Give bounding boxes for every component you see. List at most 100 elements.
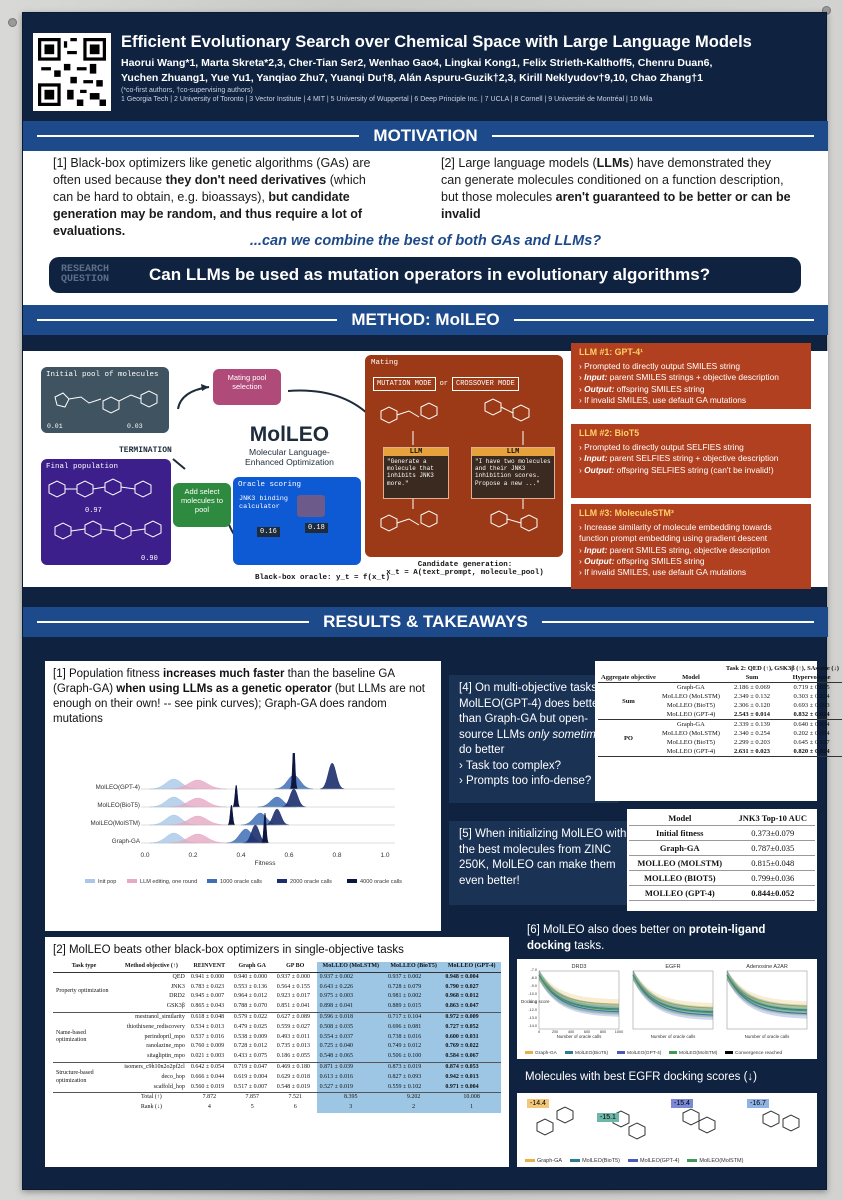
table-header-cell: GP BO	[273, 961, 317, 973]
text: Candidate generation:	[417, 561, 513, 569]
table-cell: Graph-GA	[629, 840, 731, 856]
legend-swatch	[565, 1051, 573, 1054]
table-cell: perindopril_mpo	[144, 1033, 185, 1040]
table-cell: scaffold_hop	[153, 1083, 185, 1090]
bullet: Input: parent SMILES string, objective d…	[579, 545, 803, 556]
table-group-cell: Property optimization	[56, 988, 109, 995]
table-row: Graph-GA 0.787±0.035	[629, 840, 815, 856]
table-cell: Graph-GA	[677, 684, 705, 691]
table-cell: 0.968 ± 0.012	[442, 992, 501, 1003]
table-cell: 0.871 ± 0.039	[316, 1062, 385, 1073]
table-header-cell: REINVENT	[187, 961, 231, 973]
series-line	[632, 974, 714, 1014]
table-cell: MOLLEO (MOLSTM)	[629, 855, 731, 871]
table-cell: 0.945 ± 0.007	[190, 993, 225, 1000]
y-tick-label: -10.0	[528, 992, 537, 996]
ridge-row-label: MolLEO(BioT5)	[97, 802, 140, 809]
table-header-cell: Model	[629, 811, 731, 826]
series-line	[726, 974, 808, 1015]
table-cell: MOLLEO (GPT-4)	[629, 885, 731, 901]
text: Prompts too info-dense?	[466, 775, 592, 788]
key: Output:	[584, 383, 615, 394]
text: [5] When initializing MolLEO with the be…	[459, 828, 627, 887]
initial-pool-card: Initial pool of molecules 0.01 0.03	[41, 367, 169, 433]
table-cell: 5	[250, 1104, 254, 1111]
arrow	[287, 389, 374, 420]
legend-text: MolLEO(BioT5)	[582, 1158, 620, 1164]
table-header-cell: Method objective (↑)	[115, 961, 188, 973]
table-header-cell: Graph GA	[230, 961, 274, 973]
molecule-diagrams	[380, 398, 538, 532]
box-label: Mating pool selection	[227, 373, 267, 391]
table-row: scaffold_hop 0.560 ± 0.019 0.517 ± 0.007 0.…	[53, 1082, 501, 1093]
table-row: Name-based optimization mestranol_similar…	[53, 1012, 501, 1043]
result-6-panel: [6] MolLEO also does better on protein-l…	[517, 917, 817, 961]
x-tick-label: 0	[538, 1030, 540, 1034]
table-cell: 7.857	[245, 1094, 260, 1101]
table-cell: 0.508 ± 0.035	[316, 1022, 385, 1033]
density-curve	[281, 788, 306, 808]
table-cell: JNK3	[170, 983, 185, 990]
result-2-panel: [2] MolLEO beats other black-box optimiz…	[45, 937, 509, 1167]
bullet: Increase similarity of molecule embeddin…	[579, 522, 803, 545]
x-tick-label: 0.8	[332, 852, 341, 859]
table-cell: 6	[293, 1104, 297, 1111]
key: Input:	[584, 544, 608, 555]
docking-score-badge: -15.1	[597, 1113, 619, 1122]
legend-item: MolLEO(BioT5)	[570, 1158, 620, 1164]
table-cell: 0.725 ± 0.040	[316, 1042, 385, 1053]
text-bold: protein-ligand docking	[527, 924, 766, 952]
bullet: If invalid SMILES, use default GA mutati…	[579, 567, 803, 578]
table-cell: 0.506 ± 0.100	[384, 1052, 443, 1063]
legend-swatch	[127, 879, 137, 883]
table-cell: 0.728 ± 0.079	[384, 982, 443, 993]
x-tick-label: 0.4	[236, 852, 245, 859]
plot-title: DRD3	[572, 964, 587, 970]
molleo-name: MolLEO	[249, 423, 330, 446]
best-egfr-heading: Molecules with best EGFR docking scores …	[525, 1071, 757, 1083]
arrow	[172, 458, 186, 470]
legend-item: MolLEO(GPT-4)	[627, 1158, 679, 1164]
table-cell: 0.975 ± 0.003	[316, 992, 385, 1003]
text: parent SMILES strings + objective descri…	[607, 372, 779, 383]
text: parent SELFIES string + objective descri…	[607, 453, 779, 464]
docking-score-badge: -16.7	[747, 1099, 769, 1108]
bullet: Output: offspring SELFIES string (can't …	[579, 465, 803, 476]
result-5-panel: [5] When initializing MolLEO with the be…	[449, 821, 639, 905]
table-cell: 0.787±0.035	[730, 840, 815, 856]
table-cell: 0.553 ± 0.136	[233, 983, 268, 990]
legend-swatch	[617, 1051, 625, 1054]
llm-title: LLM #1: GPT-4¹	[579, 347, 644, 357]
x-axis-label: Number of oracle calls	[651, 1034, 697, 1039]
card-title: Final population	[46, 463, 119, 471]
density-curve	[232, 784, 241, 808]
table-header-cell: MoLLEO (GPT-4)	[442, 961, 501, 973]
plot-title: EGFR	[665, 964, 680, 970]
table-row: Sum Graph-GA 2.186 ± 0.069 0.719 ± 0.055	[598, 683, 842, 705]
or-label: or	[439, 380, 449, 388]
oracle-scoring-card: Oracle scoring JNK3 binding calculator 0…	[233, 477, 361, 565]
density-curve	[227, 804, 236, 826]
results-heading: RESULTS & TAKEAWAYS	[23, 607, 828, 637]
table-cell: 0.559 ± 0.102	[384, 1082, 443, 1093]
table-cell: 8.395	[316, 1092, 385, 1104]
table-cell: 0.937 ± 0.002	[384, 972, 443, 983]
table-cell: DRD2	[169, 993, 185, 1000]
llm2-card: LLM #2: BioT5 Prompted to directly outpu…	[571, 424, 811, 498]
table-cell: 0.937 ± 0.000	[276, 973, 311, 980]
table-cell: 2.299 ± 0.203	[733, 739, 771, 746]
series-line	[632, 974, 714, 1016]
multi-objective-table: Task 2: QED (↑), GSK3β (↑), SAscore (↓) A…	[595, 661, 842, 801]
score: 0.16	[257, 527, 280, 537]
egfr-legend: Graph-GA MolLEO(BioT5) MolLEO(GPT-4) Mol…	[525, 1158, 743, 1164]
table-cell: 2.339 ± 0.139	[733, 721, 771, 728]
y-tick-label: -13.0	[528, 1016, 537, 1020]
table-cell: 0.971 ± 0.004	[442, 1082, 501, 1093]
docking-curves: DRD3 Number of oracle calls EGFR Number of …	[521, 964, 808, 1056]
rq-text: Can LLMs be used as mutation operators i…	[149, 265, 711, 284]
legend-label: LLM editing, one round	[140, 879, 197, 885]
rq-tag: RESEARCH	[61, 264, 110, 275]
table-cell: 0.613 ± 0.016	[316, 1072, 385, 1083]
heading-text: MOTIVATION	[373, 126, 478, 145]
blackbox-oracle-label: Black-box oracle: y_t = f(x_t)	[255, 574, 391, 582]
